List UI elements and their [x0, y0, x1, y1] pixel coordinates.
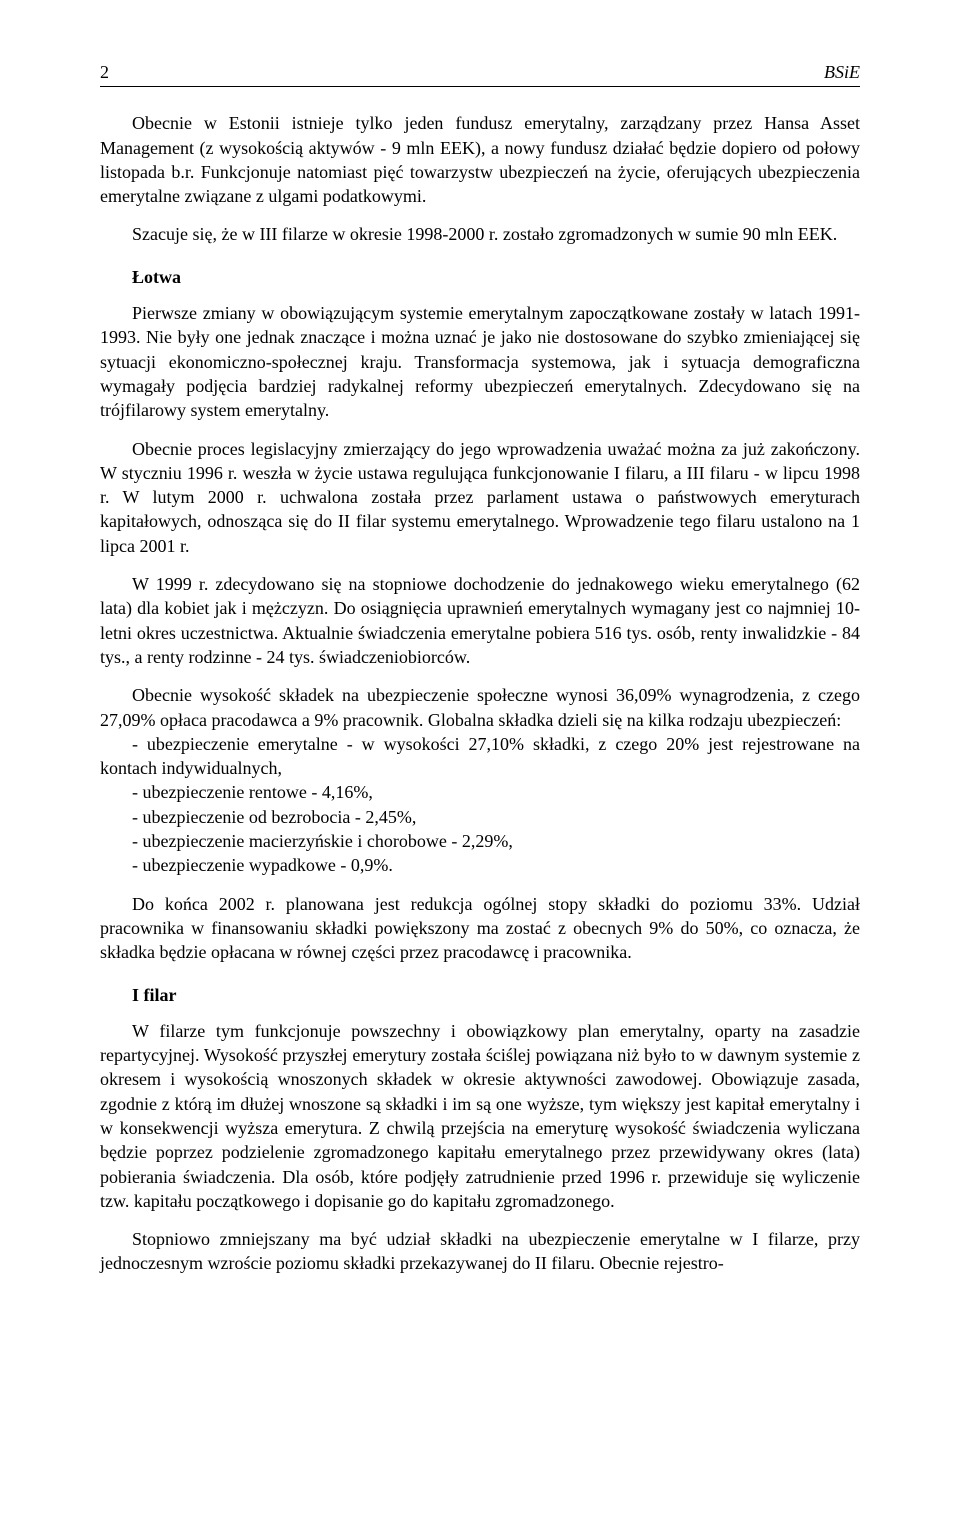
- body-paragraph: Stopniowo zmniejszany ma być udział skła…: [100, 1227, 860, 1276]
- body-paragraph: W 1999 r. zdecydowano się na stopniowe d…: [100, 572, 860, 669]
- insurance-breakdown-block: Obecnie wysokość składek na ubezpieczeni…: [100, 683, 860, 877]
- insurance-list-item: - ubezpieczenie macierzyńskie i chorobow…: [100, 829, 860, 853]
- insurance-list-item: - ubezpieczenie wypadkowe - 0,9%.: [100, 853, 860, 877]
- subsection-heading-ifilar: I filar: [132, 983, 860, 1007]
- insurance-list-item: - ubezpieczenie rentowe - 4,16%,: [100, 780, 860, 804]
- list-lead-paragraph: Obecnie wysokość składek na ubezpieczeni…: [100, 683, 860, 732]
- page-header: 2 BSiE: [100, 60, 860, 87]
- insurance-list-item: - ubezpieczenie emerytalne - w wysokości…: [100, 732, 860, 781]
- section-heading-lotwa: Łotwa: [132, 265, 860, 289]
- body-paragraph: Obecnie proces legislacyjny zmierzający …: [100, 437, 860, 558]
- body-paragraph: Do końca 2002 r. planowana jest redukcja…: [100, 892, 860, 965]
- body-paragraph: Obecnie w Estonii istnieje tylko jeden f…: [100, 111, 860, 208]
- insurance-list-item: - ubezpieczenie od bezrobocia - 2,45%,: [100, 805, 860, 829]
- document-page: 2 BSiE Obecnie w Estonii istnieje tylko …: [0, 0, 960, 1350]
- page-number: 2: [100, 60, 109, 84]
- doc-abbreviation: BSiE: [824, 60, 860, 84]
- body-paragraph: W filarze tym funkcjonuje powszechny i o…: [100, 1019, 860, 1213]
- body-paragraph: Szacuje się, że w III filarze w okresie …: [100, 222, 860, 246]
- body-paragraph: Pierwsze zmiany w obowiązującym systemie…: [100, 301, 860, 422]
